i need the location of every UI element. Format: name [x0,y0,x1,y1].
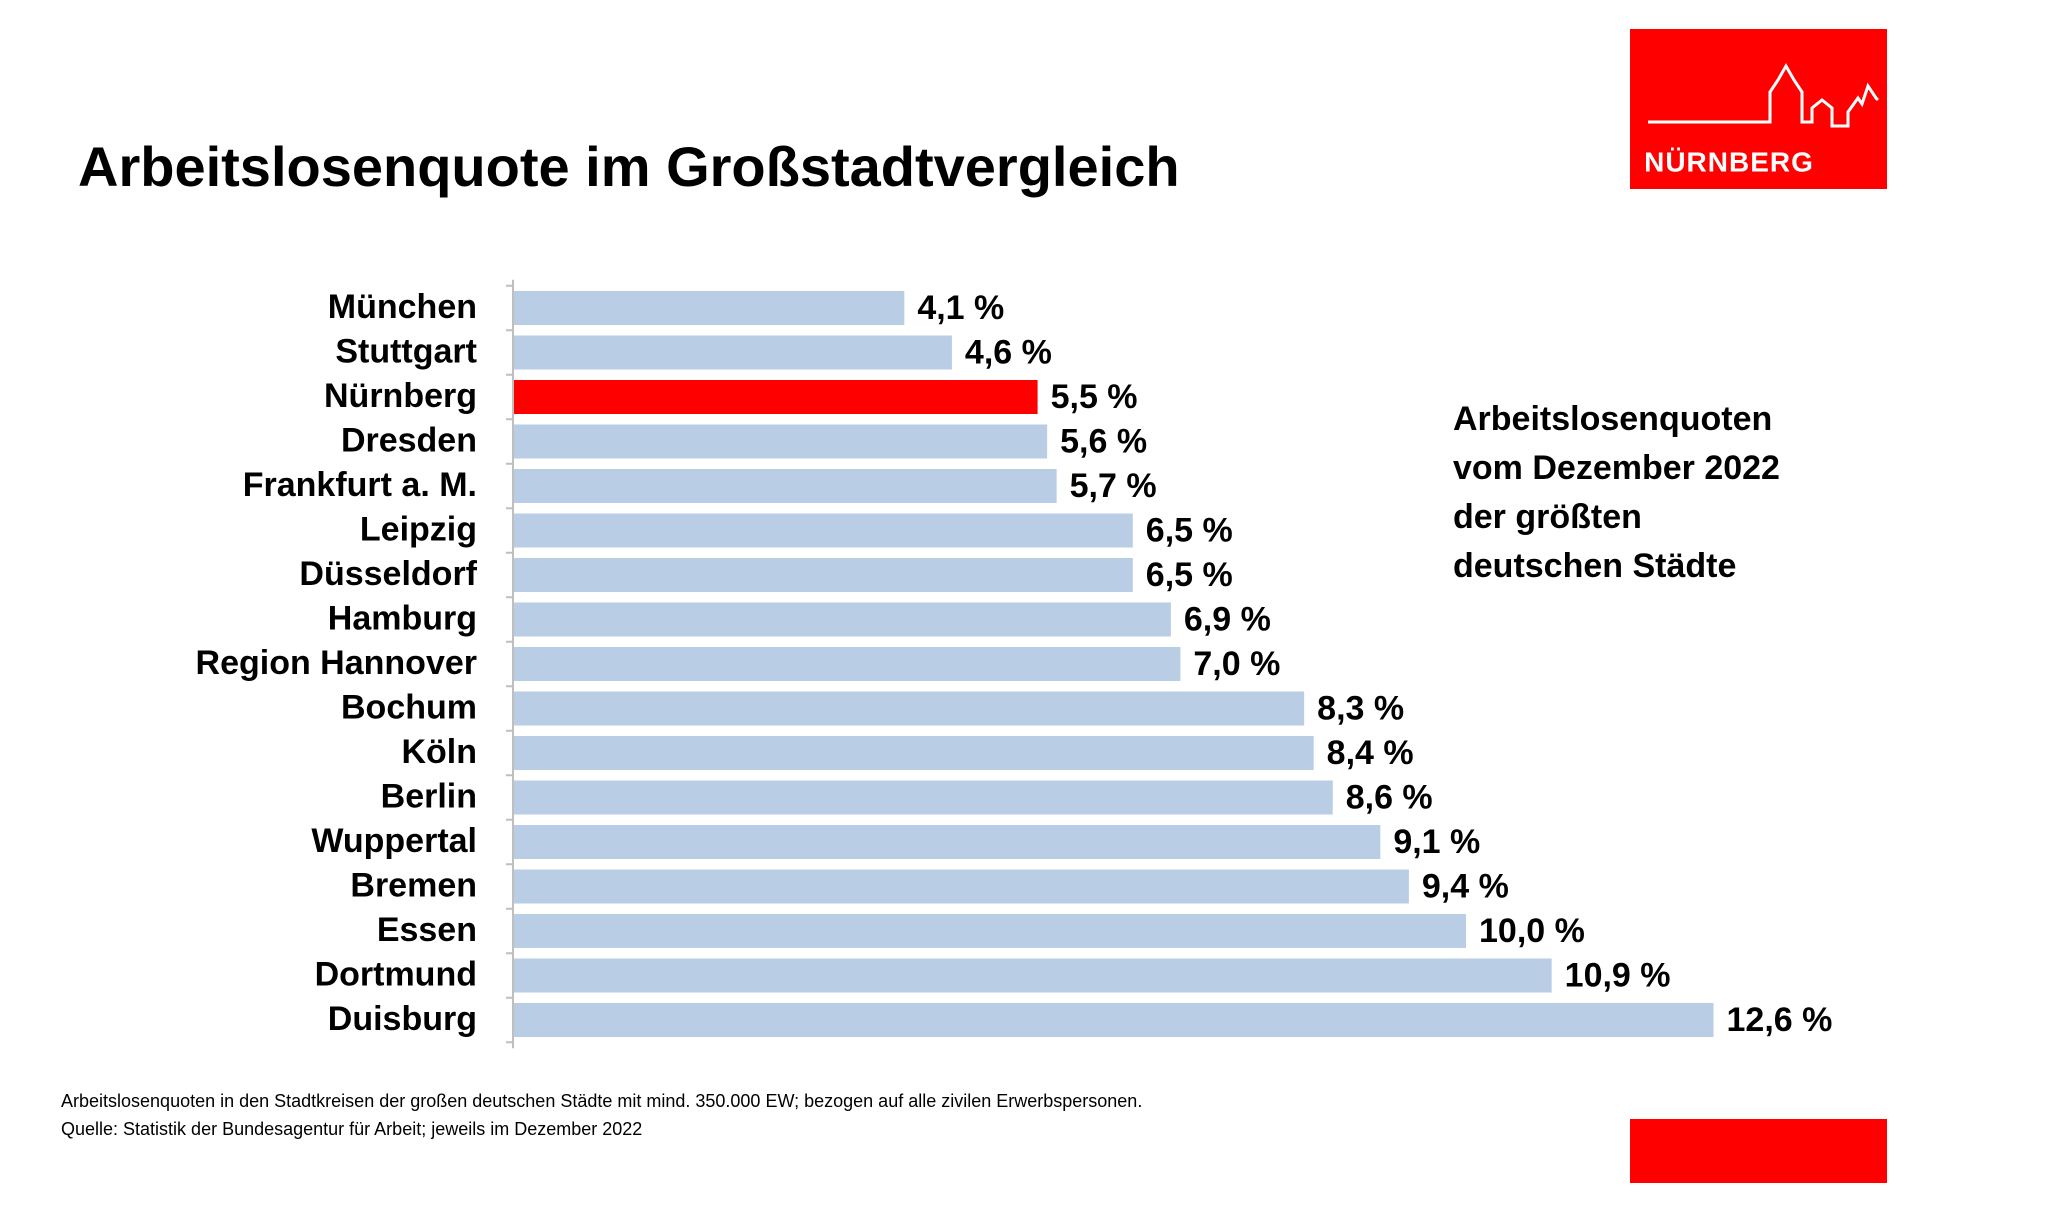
logo-box [1630,29,1887,189]
footer-box [1630,1119,1887,1183]
value-label: 12,6 % [1727,1001,1833,1039]
value-label: 6,5 % [1146,556,1233,594]
value-label: 4,1 % [917,289,1004,327]
category-label: Leipzig [360,510,477,548]
value-label: 9,1 % [1393,823,1480,861]
footnote: Arbeitslosenquoten in den Stadtkreisen d… [61,1091,1142,1111]
bar [514,513,1133,548]
category-label: Berlin [381,777,477,815]
bar [514,602,1171,637]
category-label: Bremen [350,866,477,904]
chart: München 4,1 % Stuttgart 4,6 % Nürnberg 5,5 % D… [196,279,1833,1049]
category-label: Hamburg [328,599,477,637]
category-label: Frankfurt a. M. [243,466,477,504]
annotation-line: deutschen Städte [1453,547,1736,585]
value-label: 8,4 % [1327,734,1414,772]
category-label: Dortmund [315,955,477,993]
value-label: 8,3 % [1317,689,1404,727]
category-label: München [328,288,477,326]
category-label: Wuppertal [311,822,477,860]
footnote: Quelle: Statistik der Bundesagentur für … [61,1119,642,1139]
value-label: 10,0 % [1479,912,1585,950]
bar [514,780,1333,815]
category-label: Düsseldorf [299,555,477,593]
bar [514,1003,1714,1037]
category-label: Dresden [341,421,477,459]
category-label: Duisburg [328,1000,477,1038]
value-label: 5,5 % [1051,378,1138,416]
category-label: Essen [377,911,477,949]
value-label: 6,9 % [1184,600,1271,638]
value-label: 10,9 % [1565,956,1671,994]
chart-title: Arbeitslosenquote im Großstadtvergleich [78,135,1180,198]
annotation-line: der größten [1453,498,1642,536]
value-label: 5,7 % [1070,467,1157,505]
annotation: Arbeitslosenquoten vom Dezember 2022 der g… [1453,400,1780,585]
logo-text: NÜRNBERG [1644,146,1814,177]
bar [514,335,952,370]
value-label: 7,0 % [1193,645,1280,683]
category-label: Stuttgart [335,332,477,370]
footnotes: Arbeitslosenquoten in den Stadtkreisen d… [61,1091,1142,1139]
value-label: 9,4 % [1422,867,1509,905]
bar [514,647,1181,681]
bar [514,424,1048,459]
bar [514,291,905,325]
value-label: 6,5 % [1146,511,1233,549]
annotation-line: Arbeitslosenquoten [1453,400,1772,438]
category-label: Region Hannover [196,644,477,682]
value-label: 5,6 % [1060,422,1147,460]
logo: NÜRNBERG [1630,29,1887,189]
category-label: Bochum [341,688,477,726]
bar [514,380,1038,414]
bar [514,691,1305,726]
bar [514,736,1314,770]
category-label: Köln [401,733,477,771]
value-label: 4,6 % [965,333,1052,371]
annotation-line: vom Dezember 2022 [1453,449,1780,487]
value-label: 8,6 % [1346,778,1433,816]
logo-skyline [1648,62,1880,128]
bar [514,558,1133,592]
bar [514,869,1409,904]
bar [514,914,1466,948]
category-label: Nürnberg [324,377,477,415]
bar [514,825,1381,859]
bar [514,469,1057,503]
bar [514,958,1552,993]
